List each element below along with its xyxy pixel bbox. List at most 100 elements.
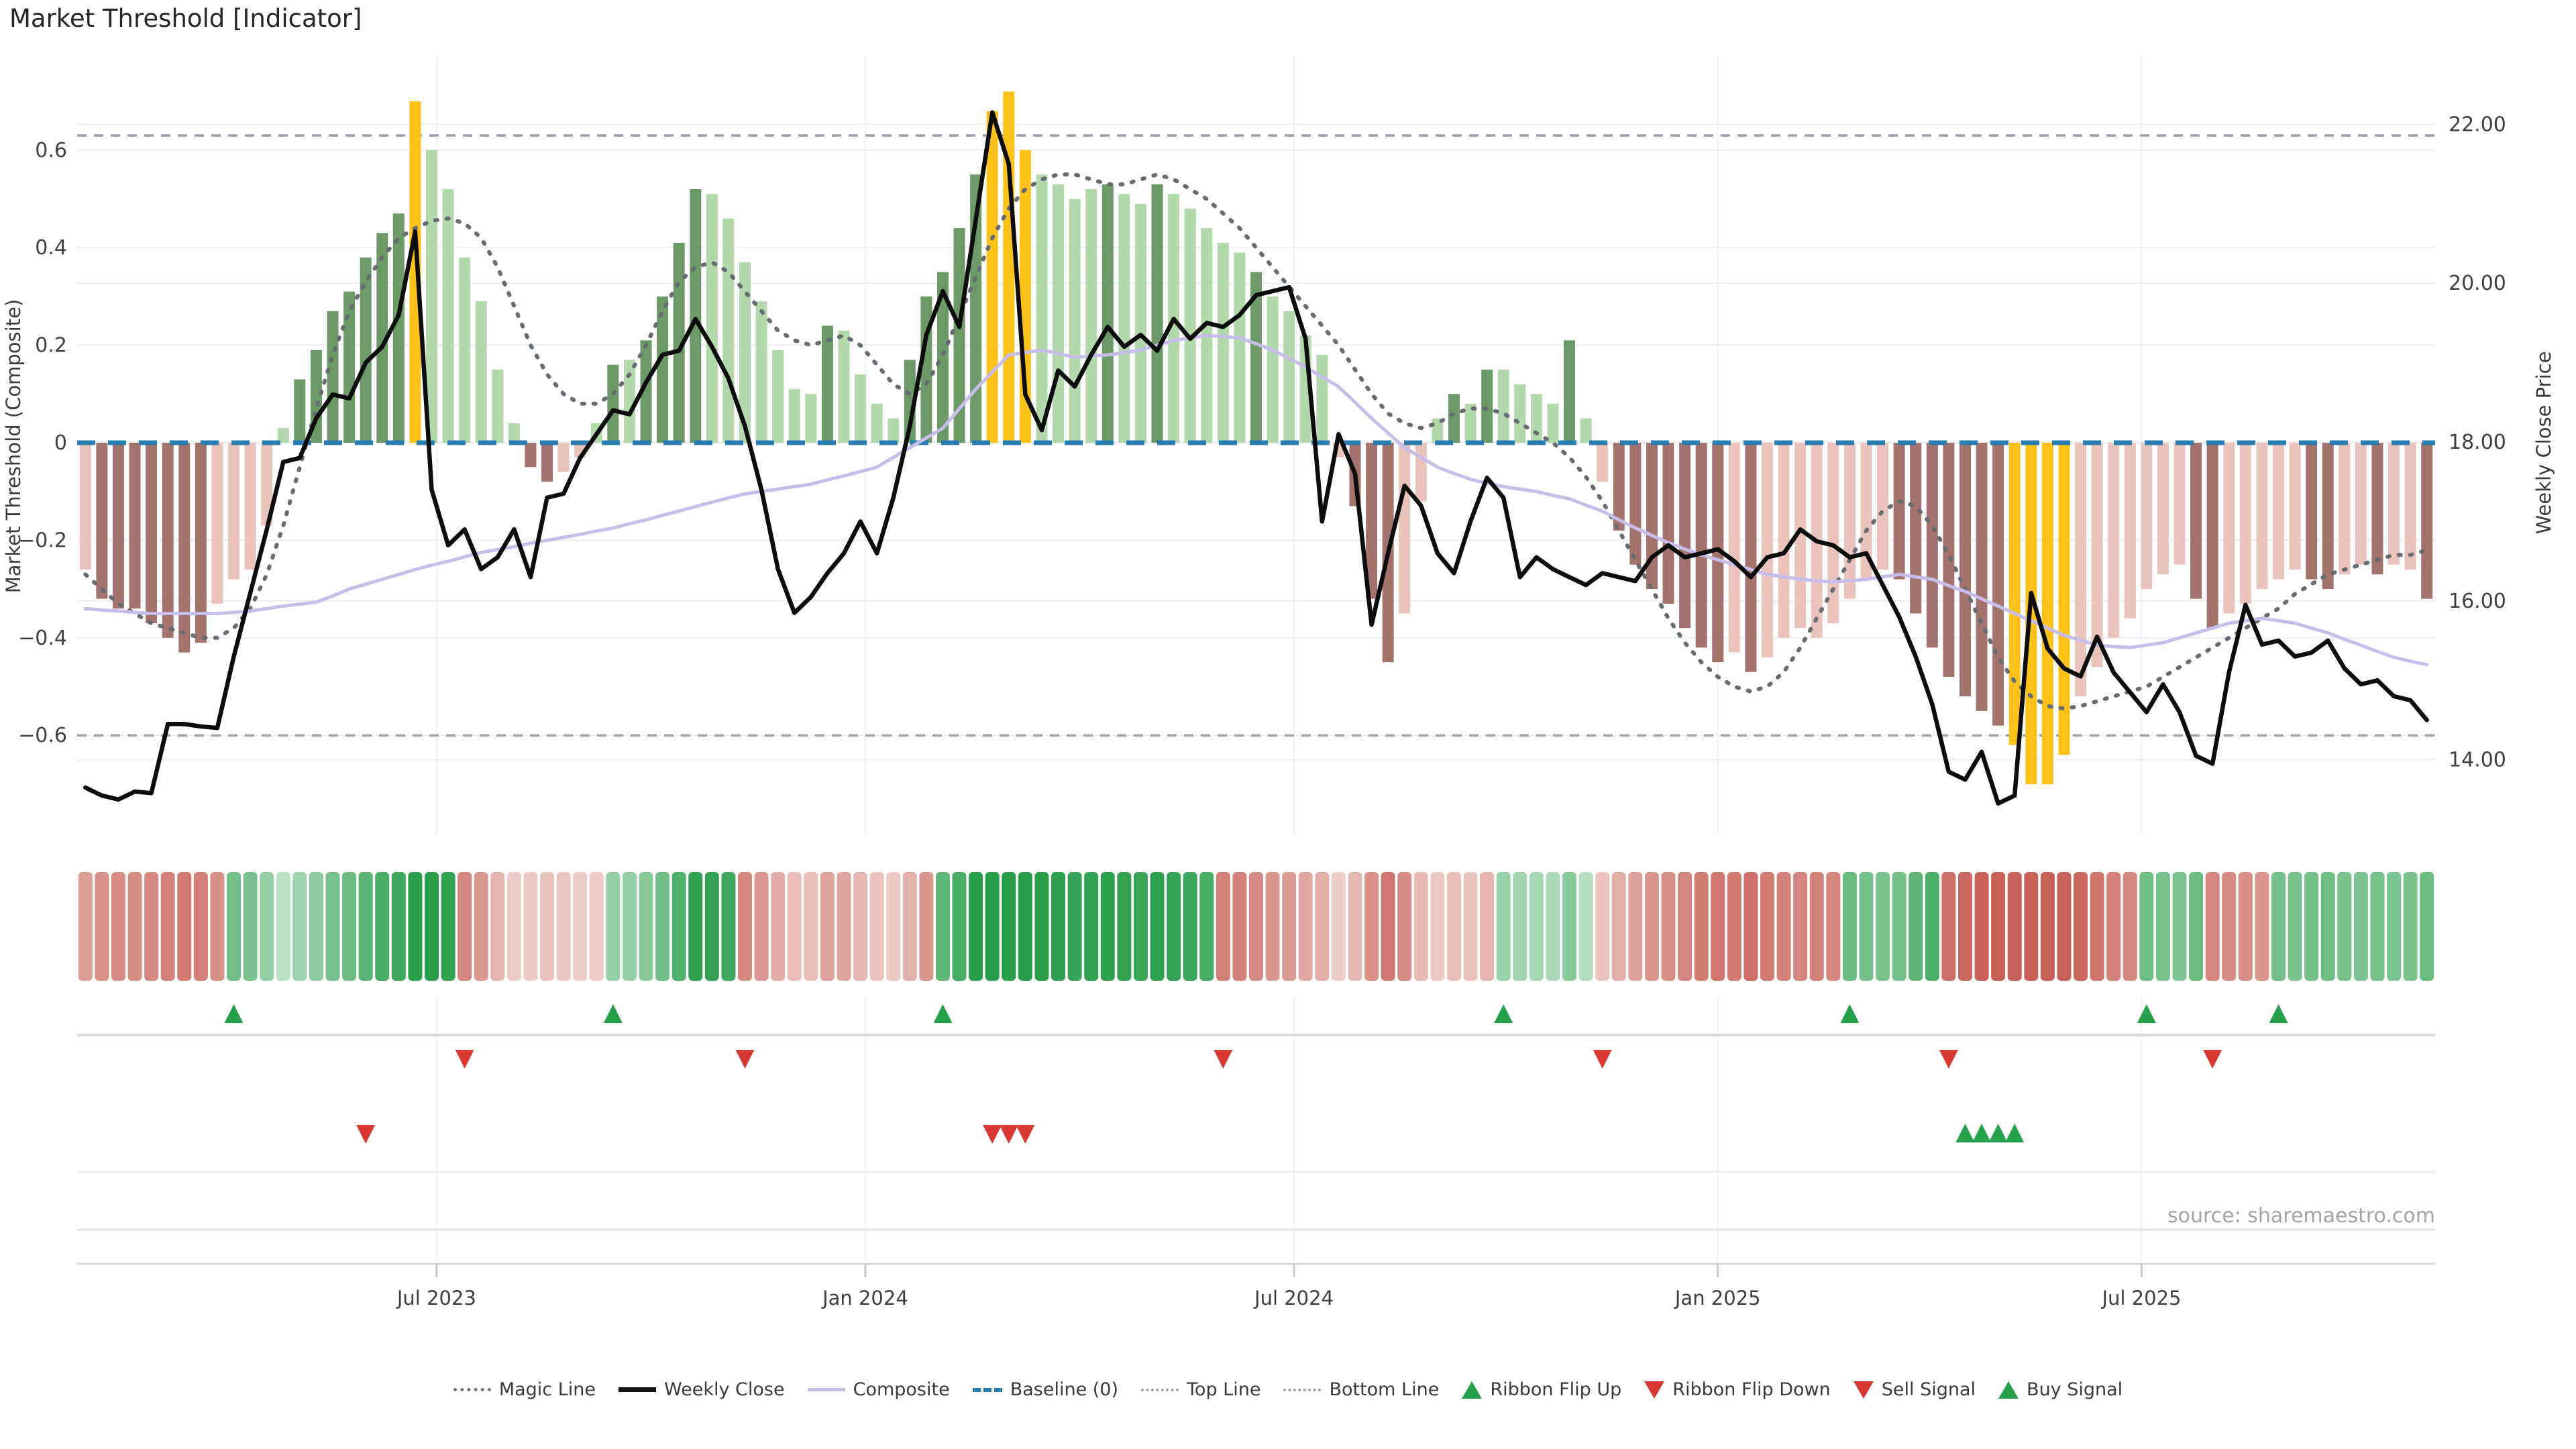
threshold-bar [277, 428, 289, 443]
threshold-bar [1943, 443, 1955, 677]
momentum-ribbon-cell [1628, 872, 1643, 981]
threshold-bar [871, 403, 883, 443]
momentum-ribbon-cell [1826, 872, 1841, 981]
threshold-bar [96, 443, 108, 599]
legend-label: Bottom Line [1329, 1379, 1440, 1400]
momentum-ribbon-cell [1809, 872, 1824, 981]
weekly-close-line [83, 110, 2429, 806]
threshold-bar [706, 194, 718, 443]
threshold-bar [79, 443, 91, 570]
legend-item-ribbon-flip-up[interactable]: Ribbon Flip Up [1462, 1379, 1621, 1400]
momentum-ribbon-cell [837, 872, 851, 981]
momentum-ribbon-cell [1892, 872, 1907, 981]
momentum-ribbon-cell [2074, 872, 2088, 981]
momentum-ribbon-cell [1018, 872, 1032, 981]
legend-item-ribbon-flip-down[interactable]: Ribbon Flip Down [1644, 1379, 1831, 1400]
legend-item-buy-signal[interactable]: Buy Signal [1998, 1379, 2123, 1400]
threshold-bar [492, 369, 504, 443]
threshold-bar [755, 301, 767, 443]
threshold-bar [2256, 443, 2268, 590]
momentum-ribbon-cell [2123, 872, 2137, 981]
threshold-bar [855, 374, 867, 443]
ribbon-flip-down-marker [1939, 1050, 1958, 1069]
threshold-bar [525, 443, 537, 468]
right-axis-tick-label: 18.00 [2449, 431, 2506, 454]
tri-up-green-icon [1998, 1381, 2019, 1399]
momentum-ribbon-cell [1331, 872, 1346, 981]
momentum-ribbon-cell [2353, 872, 2368, 981]
legend-item-sell-signal[interactable]: Sell Signal [1853, 1379, 1976, 1400]
threshold-bar [1366, 443, 1378, 599]
momentum-ribbon-cell [1876, 872, 1890, 981]
momentum-ribbon-cell [639, 872, 653, 981]
momentum-ribbon-cell [1397, 872, 1412, 981]
ribbon-flip-up-marker [1494, 1004, 1513, 1023]
momentum-ribbon-cell [1430, 872, 1445, 981]
threshold-bar [1530, 394, 1542, 443]
threshold-bar [657, 296, 669, 443]
momentum-ribbon-cell [1694, 872, 1709, 981]
legend-item-magic-line[interactable]: Magic Line [453, 1379, 596, 1400]
dotted-light-icon [1283, 1388, 1322, 1391]
momentum-ribbon-cell [754, 872, 769, 981]
ribbon-flip-down-marker [735, 1050, 755, 1069]
threshold-bar [459, 257, 471, 443]
threshold-bar [1415, 443, 1427, 502]
threshold-bar [442, 189, 454, 443]
threshold-bar [1910, 443, 1922, 614]
threshold-bar [1613, 443, 1625, 531]
threshold-bar [112, 443, 124, 609]
threshold-bar [2421, 443, 2433, 599]
momentum-ribbon-cell [969, 872, 983, 981]
momentum-ribbon-cell [1727, 872, 1741, 981]
threshold-bar [557, 443, 570, 472]
threshold-bar [376, 233, 388, 443]
momentum-ribbon-cell [523, 872, 538, 981]
chart-legend: Magic Line Weekly Close Composite Baseline … [0, 1379, 2576, 1400]
buy-signal-marker [2005, 1124, 2025, 1142]
ribbon-flip-up-marker [603, 1004, 623, 1023]
threshold-bar [1629, 443, 1642, 565]
momentum-ribbon-cell [1513, 872, 1527, 981]
threshold-bar [1843, 443, 1856, 599]
legend-label: Buy Signal [2027, 1379, 2123, 1400]
momentum-ribbon-cell [1150, 872, 1165, 981]
momentum-ribbon-cell [474, 872, 488, 981]
momentum-ribbon-cell [193, 872, 208, 981]
momentum-ribbon-cell [1117, 872, 1132, 981]
threshold-bar [772, 350, 784, 443]
legend-item-weekly-close[interactable]: Weekly Close [619, 1379, 785, 1400]
ribbon-flip-down-marker [455, 1050, 474, 1069]
threshold-bar [1728, 443, 1740, 653]
momentum-ribbon-cell [391, 872, 406, 981]
sell-signal-marker [356, 1125, 376, 1144]
momentum-ribbon-cell [2090, 872, 2104, 981]
x-axis-tick-label: Jul 2023 [396, 1287, 476, 1309]
left-axis-tick-label: −0.4 [18, 627, 67, 650]
threshold-bar [195, 443, 207, 643]
momentum-ribbon-cell [1957, 872, 1972, 981]
threshold-bar [1234, 252, 1246, 443]
momentum-ribbon-cell [2337, 872, 2352, 981]
chart-title: Market Threshold [Indicator] [9, 4, 362, 33]
legend-item-composite[interactable]: Composite [807, 1379, 950, 1400]
threshold-bar [1399, 443, 1411, 614]
legend-item-bottom-line[interactable]: Bottom Line [1283, 1379, 1439, 1400]
momentum-ribbon-cell [1644, 872, 1659, 981]
left-axis-tick-label: −0.6 [18, 724, 67, 747]
threshold-bar [2008, 443, 2021, 745]
momentum-ribbon-cell [1941, 872, 1956, 981]
momentum-ribbon-cell [1859, 872, 1874, 981]
threshold-bar [409, 101, 421, 443]
threshold-bar [1036, 174, 1048, 443]
threshold-bar [2272, 443, 2284, 580]
momentum-ribbon-cell [2320, 872, 2335, 981]
threshold-bar [821, 325, 833, 443]
momentum-ribbon-cell [2238, 872, 2253, 981]
legend-item-baseline-0-[interactable]: Baseline (0) [972, 1379, 1118, 1400]
momentum-ribbon-cell [1611, 872, 1626, 981]
legend-item-top-line[interactable]: Top Line [1141, 1379, 1260, 1400]
momentum-ribbon-cell [738, 872, 753, 981]
momentum-ribbon-cell [886, 872, 901, 981]
